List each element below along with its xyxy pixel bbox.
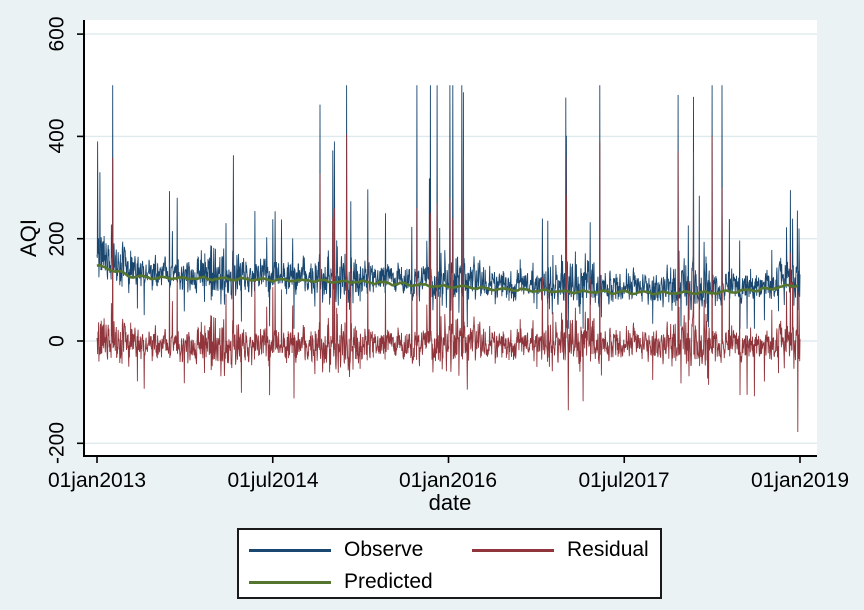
y-tick-label-600: 600 [45, 16, 69, 52]
legend-label-predicted: Predicted [344, 570, 433, 593]
legend-line-observe-icon [249, 549, 331, 552]
x-tick-label-01jul2014: 01jul2014 [227, 469, 319, 492]
y-tick-label-400: 400 [45, 118, 69, 154]
x-tick-label-01jan2013: 01jan2013 [47, 469, 147, 492]
y-tick-label-neg200: -200 [45, 421, 69, 465]
legend: Observe Residual Predicted [237, 528, 662, 599]
x-tick-label-01jan2016: 01jan2016 [398, 469, 498, 492]
x-tick-label-01jan2019: 01jan2019 [750, 469, 850, 492]
legend-line-residual-icon [472, 549, 554, 552]
x-tick-label-01jul2017: 01jul2017 [578, 469, 670, 492]
x-axis-title: date [428, 490, 472, 515]
y-tick-label-200: 200 [45, 221, 69, 257]
legend-line-predicted-icon [249, 581, 331, 584]
legend-label-residual: Residual [567, 538, 649, 561]
y-tick-label-0: 0 [45, 335, 69, 347]
y-axis-title: AQI [16, 219, 41, 257]
legend-label-observe: Observe [344, 538, 424, 561]
